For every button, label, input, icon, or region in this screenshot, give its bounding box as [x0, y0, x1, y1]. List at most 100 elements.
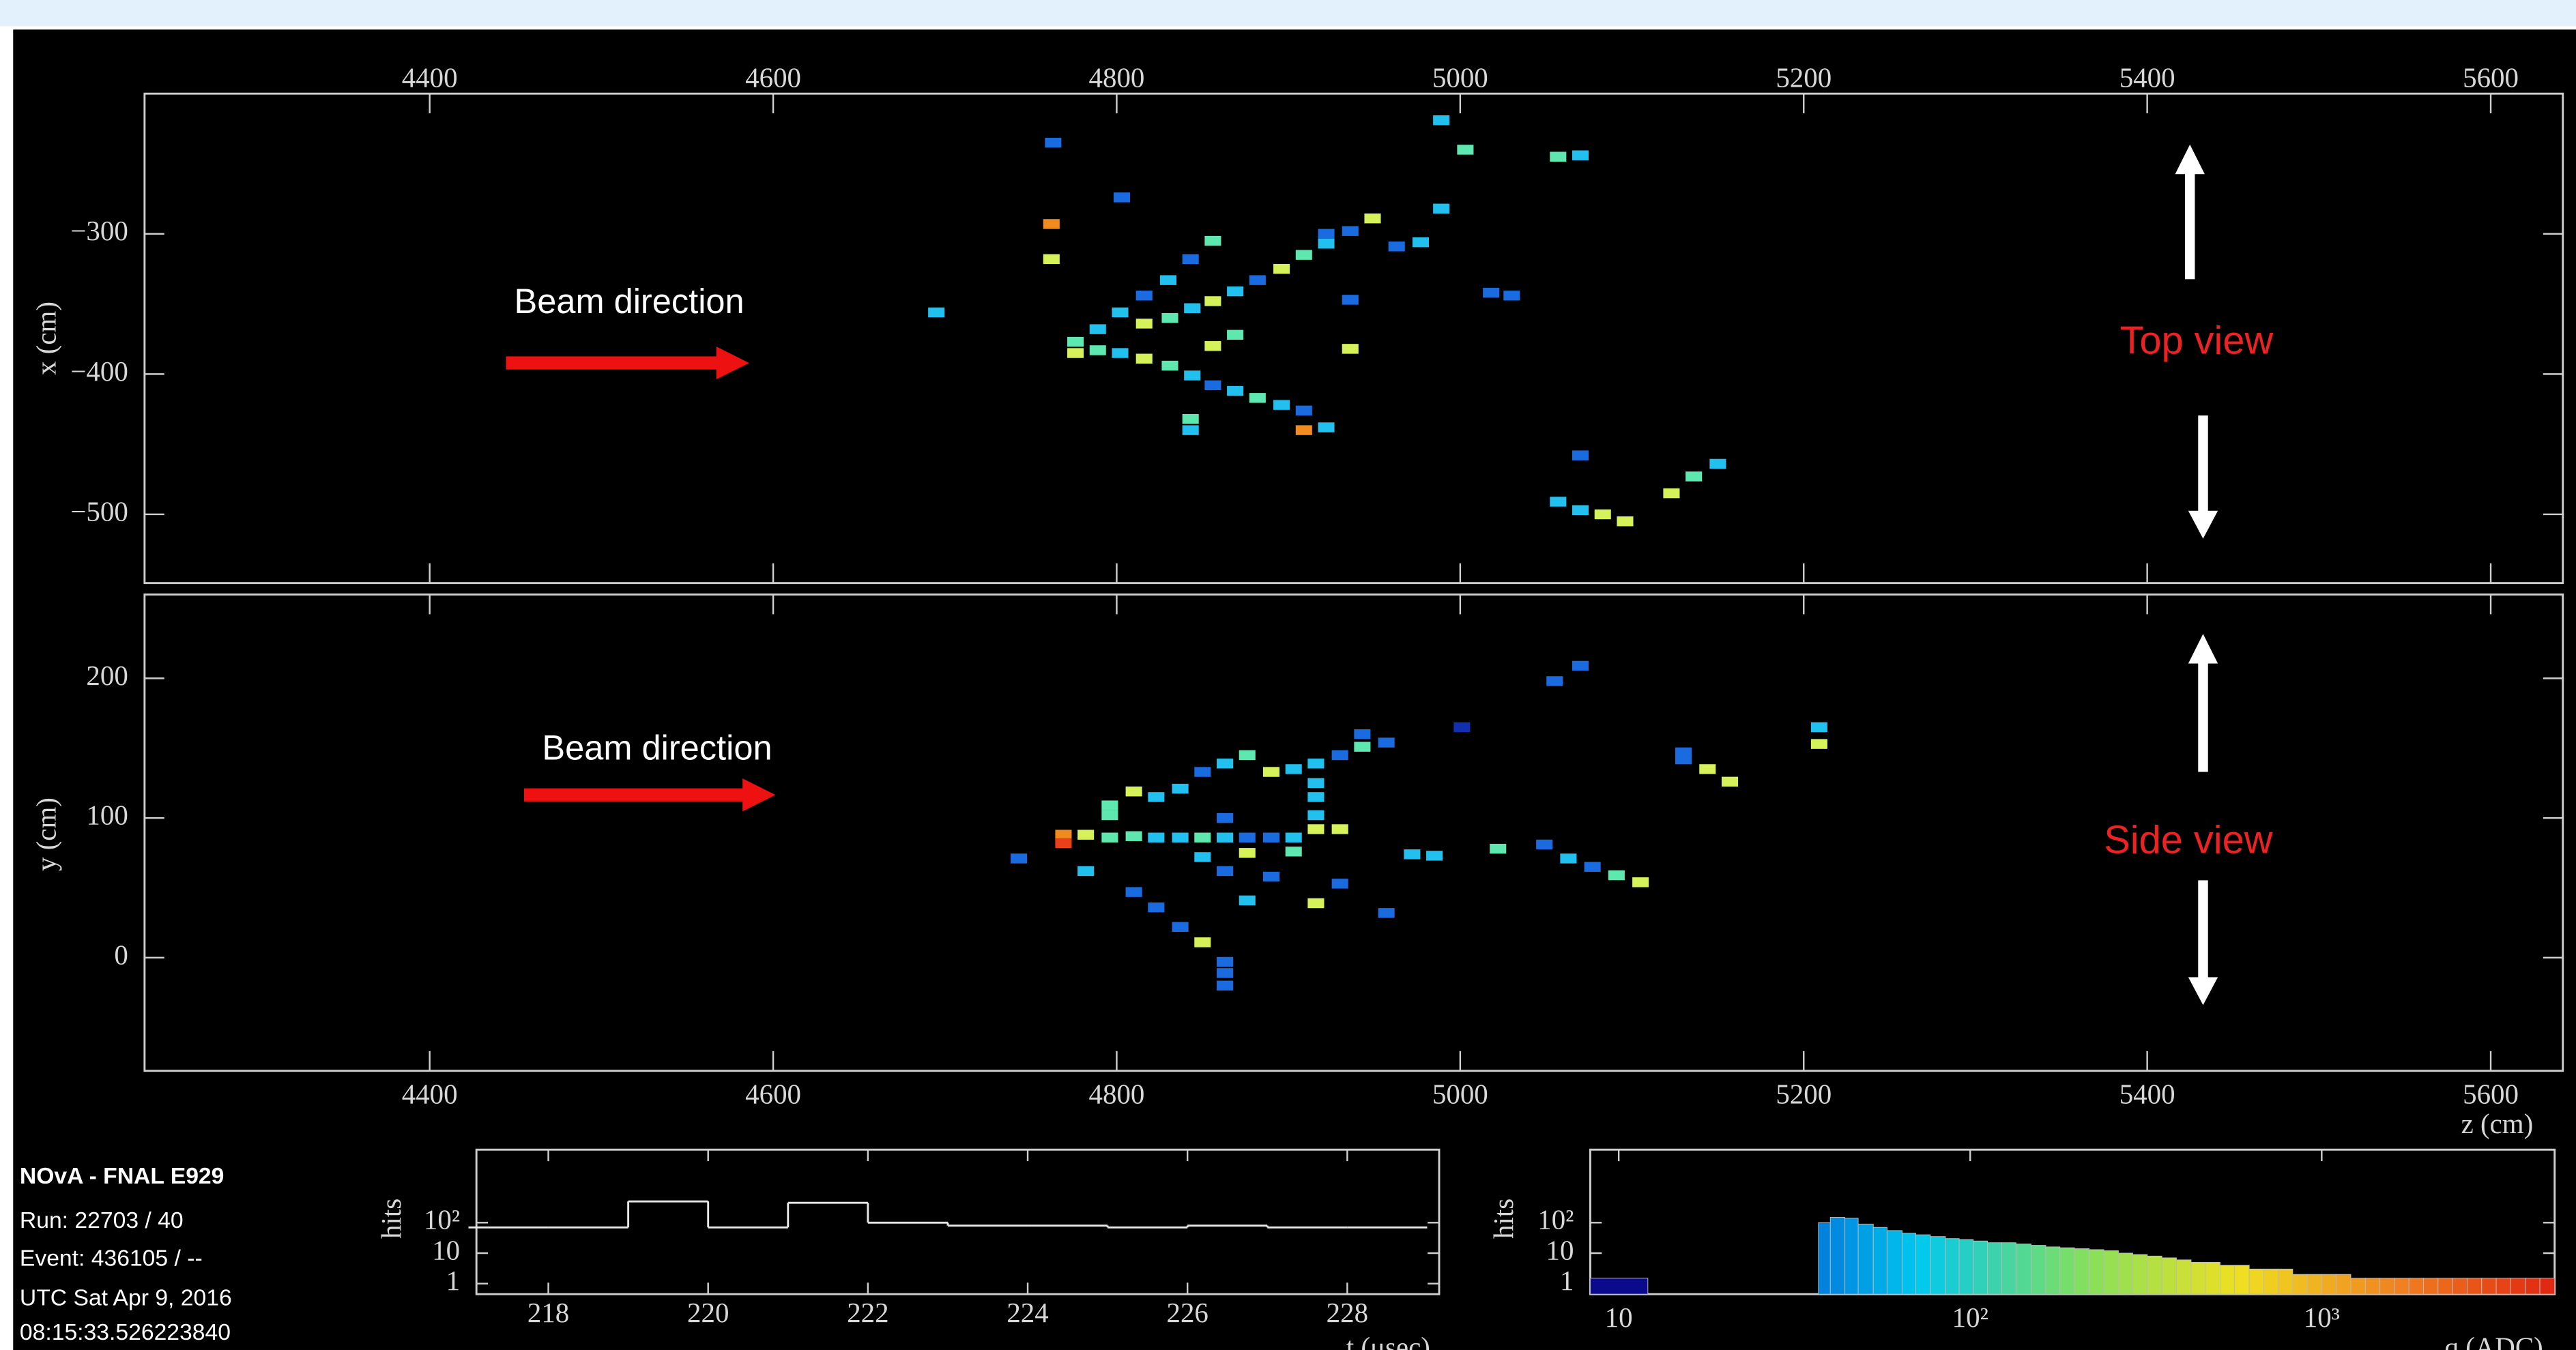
hit [1307, 759, 1324, 768]
hit [1217, 957, 1233, 967]
hit [1307, 898, 1324, 908]
hist-bar [2482, 1278, 2496, 1294]
hit [1550, 152, 1566, 162]
hit [1239, 750, 1256, 760]
hist-bar [2540, 1278, 2555, 1294]
hit [1318, 229, 1334, 239]
hit [1546, 676, 1563, 686]
hit [1101, 810, 1118, 820]
hit [1307, 824, 1324, 834]
hit [1204, 236, 1221, 246]
hist-bar [2220, 1265, 2234, 1294]
hit [1217, 981, 1233, 991]
hit [1101, 833, 1118, 842]
y-tick-label: 10 [432, 1235, 460, 1265]
hit [1090, 345, 1106, 355]
hit [1608, 870, 1625, 880]
hit [1239, 848, 1256, 857]
hit [1699, 764, 1716, 774]
hit [1342, 295, 1359, 304]
hit [1354, 729, 1370, 739]
hit [1572, 661, 1589, 671]
annotation: Beam direction [542, 729, 772, 767]
hit [1239, 896, 1256, 905]
hit [1457, 145, 1473, 154]
hit [1249, 275, 1266, 284]
hit [1263, 767, 1279, 776]
hit [1183, 254, 1199, 264]
x-tick-label: 5400 [2119, 1079, 2175, 1110]
hit [1194, 767, 1211, 776]
hist-bar [2089, 1250, 2104, 1294]
x-axis-label: t (μsec) [1346, 1332, 1430, 1350]
hist-bar [1858, 1224, 1873, 1294]
hist-bar [2002, 1243, 2016, 1294]
hit [1227, 330, 1243, 340]
hit [1217, 833, 1233, 842]
hit [1433, 204, 1449, 214]
hist-bar [2235, 1265, 2250, 1294]
y-tick-label: 10² [424, 1205, 460, 1235]
x-tick-label: 5400 [2119, 62, 2175, 93]
hit [1332, 750, 1348, 760]
x-axis-label: z (cm) [2461, 1109, 2534, 1139]
hist-bar [2016, 1244, 2031, 1295]
hit [1675, 754, 1692, 764]
x-tick-label: 5000 [1432, 1079, 1488, 1110]
hist-bar [2510, 1278, 2525, 1294]
hit [1148, 903, 1164, 912]
event-date: UTC Sat Apr 9, 2016 [20, 1285, 232, 1310]
hit [1318, 239, 1334, 248]
hit [1342, 344, 1359, 353]
hist-bar [1819, 1222, 1830, 1294]
hist-bar [1930, 1237, 1945, 1294]
hit [1160, 275, 1176, 284]
annotation: Beam direction [515, 282, 744, 321]
hist-bar [2321, 1274, 2336, 1294]
hit [1217, 968, 1233, 978]
hist-bar [2104, 1250, 2118, 1294]
run-number: Run: 22703 / 40 [20, 1207, 184, 1233]
hit [1332, 824, 1348, 834]
hit [1273, 264, 1290, 274]
hist-bar [2467, 1278, 2481, 1294]
hit [1183, 425, 1199, 435]
hit [1307, 778, 1324, 788]
hit [1101, 800, 1118, 810]
hist-bar [1887, 1231, 1902, 1294]
hist-bar [2307, 1274, 2321, 1294]
hit [1617, 516, 1633, 526]
hit [1194, 937, 1211, 947]
arrow-shaft [2198, 415, 2208, 514]
hit [1453, 722, 1470, 732]
hist-bar [2293, 1274, 2307, 1294]
arrow-shaft [2198, 880, 2208, 980]
hit [1067, 337, 1084, 347]
hit [1286, 764, 1302, 774]
hit [1263, 833, 1279, 842]
x-tick-label: 226 [1167, 1297, 1209, 1328]
hist-bar [1902, 1233, 1915, 1294]
hit [1354, 742, 1370, 751]
hit [1663, 488, 1679, 498]
hit [1136, 319, 1153, 328]
hist-bar [2060, 1248, 2074, 1294]
hit [1043, 219, 1060, 229]
hist-bar [2526, 1278, 2540, 1294]
x-tick-label: 5600 [2463, 62, 2519, 93]
hit [1572, 505, 1589, 515]
hit [1055, 838, 1071, 848]
hit [1112, 308, 1128, 317]
hist-bar [1830, 1217, 1844, 1294]
y-tick-label: 10 [1546, 1235, 1574, 1265]
hit [1404, 849, 1420, 859]
hit [1126, 832, 1142, 841]
hit [1227, 287, 1243, 296]
hit [1194, 852, 1211, 862]
hist-bar [2394, 1278, 2409, 1294]
hit [1184, 304, 1200, 313]
hit [1055, 830, 1071, 839]
y-tick-label: −500 [70, 496, 128, 527]
x-tick-label: 4600 [745, 1079, 801, 1110]
hit [1194, 833, 1211, 842]
